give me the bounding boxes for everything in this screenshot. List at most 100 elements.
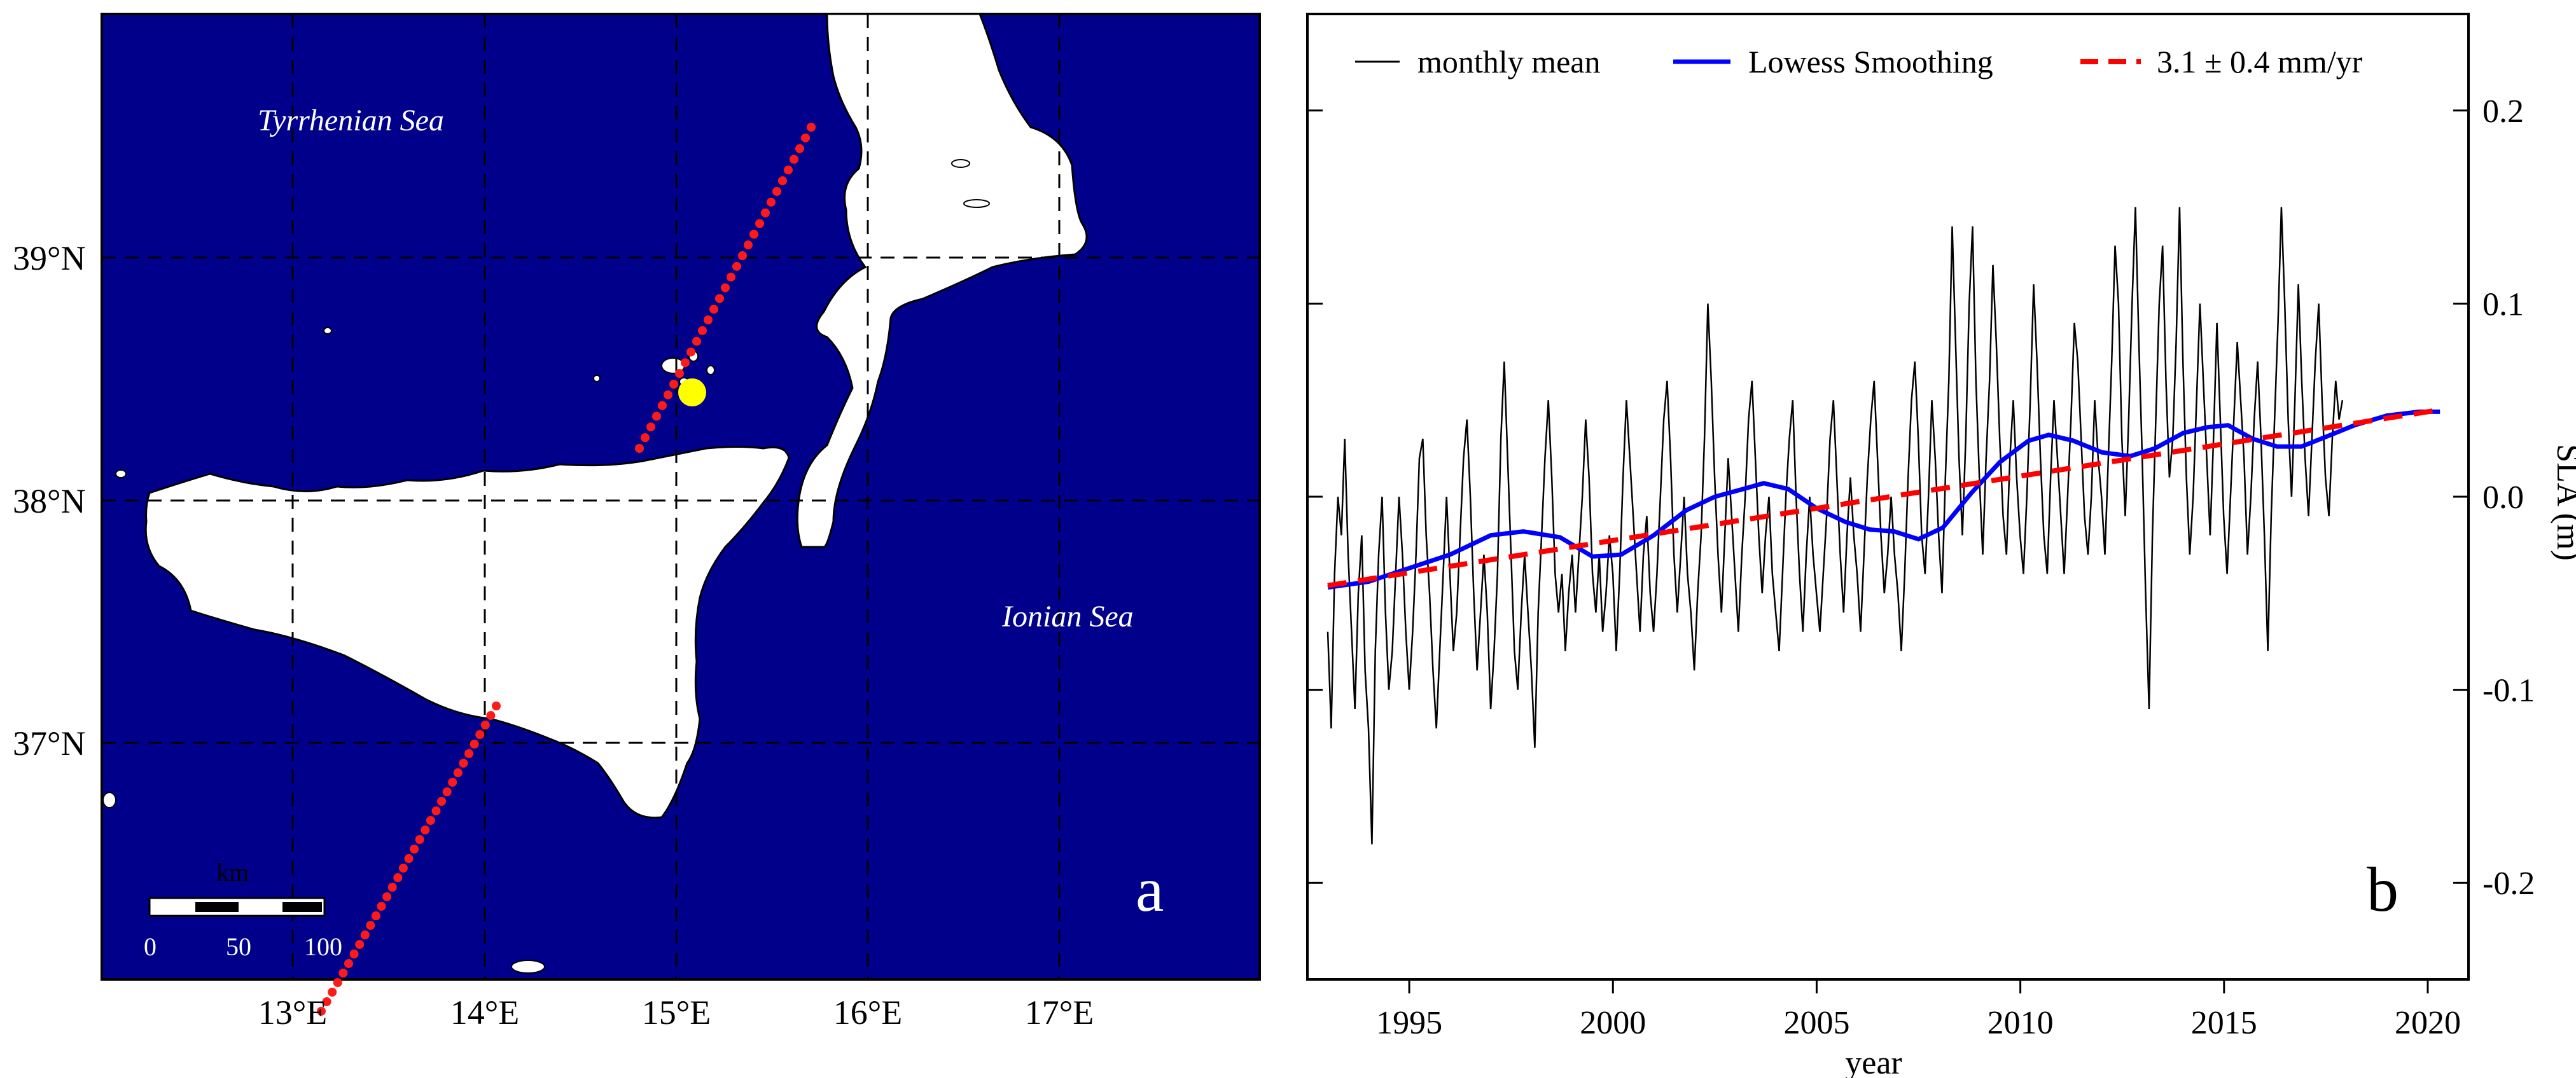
track-point: [675, 369, 684, 378]
legend: monthly mean Lowess Smoothing 3.1 ± 0.4 …: [1355, 44, 2363, 79]
lon-label-14: 14°E: [450, 993, 520, 1032]
y-tick-label: -0.1: [2482, 673, 2535, 709]
track-point: [807, 123, 816, 132]
y-tick-label: 0.1: [2482, 286, 2524, 322]
track-point: [704, 315, 713, 324]
x-tick-label: 2010: [1988, 1005, 2054, 1041]
legend-label-monthly-mean: monthly mean: [1417, 44, 1600, 79]
y-tick-label: 0.0: [2482, 480, 2524, 516]
track-point: [398, 864, 408, 873]
scale-tick-100: 100: [304, 932, 342, 961]
island: [102, 792, 116, 808]
track-point: [344, 959, 353, 968]
station-marker: [678, 378, 706, 406]
track-point: [377, 902, 386, 911]
y-tick-label: 0.2: [2482, 93, 2524, 130]
track-point: [421, 826, 430, 834]
track-point: [761, 208, 770, 218]
track-point: [393, 873, 403, 882]
island: [951, 159, 970, 168]
track-point: [415, 835, 424, 844]
track-point: [784, 165, 793, 175]
sea-label-ionian: Ionian Sea: [1001, 600, 1134, 633]
track-point: [795, 144, 804, 153]
x-tick-label: 2015: [2191, 1005, 2257, 1041]
track-point: [371, 911, 380, 920]
lon-label-17: 17°E: [1025, 993, 1094, 1032]
track-point: [470, 740, 479, 749]
track-point: [641, 433, 650, 443]
x-axis: 1995 2000 2005 2010 2015 2020: [1376, 979, 2461, 1041]
island: [963, 199, 990, 208]
track-point: [431, 806, 441, 815]
y-axis-label: SLA (m): [2550, 444, 2576, 560]
track-point: [772, 187, 781, 196]
track-point: [732, 261, 741, 271]
track-point: [322, 997, 331, 1006]
track-point: [492, 701, 501, 710]
track-point: [328, 988, 337, 997]
series-monthly-mean: [1326, 207, 2344, 845]
track-point: [681, 358, 690, 368]
track-point: [382, 892, 392, 901]
panel-letter-b: b: [2367, 854, 2398, 925]
track-point: [664, 390, 672, 399]
track-point: [453, 768, 463, 777]
track-point: [480, 721, 490, 729]
island: [706, 365, 715, 375]
lon-label-16: 16°E: [833, 993, 903, 1032]
track-point: [767, 197, 776, 207]
lat-label-38: 38°N: [13, 482, 86, 520]
graticule: [102, 14, 1260, 979]
track-point: [486, 711, 496, 720]
track-point: [755, 219, 764, 228]
track-point: [721, 283, 730, 293]
map-panel: Tyrrhenian Sea Ionian Sea a km 0 50 100 …: [13, 13, 1261, 1032]
island: [115, 469, 127, 478]
track-point: [698, 326, 707, 335]
island: [593, 375, 601, 382]
x-tick-label: 2005: [1783, 1005, 1849, 1041]
lat-label-37: 37°N: [13, 724, 86, 763]
track-point: [459, 759, 468, 768]
track-point: [738, 251, 747, 260]
track-point: [744, 240, 753, 250]
track-point: [366, 921, 375, 930]
track-point: [692, 336, 701, 346]
sea-label-tyrrhenian: Tyrrhenian Sea: [258, 104, 444, 137]
track-point: [333, 978, 342, 987]
track-point: [715, 294, 724, 303]
track-point: [749, 230, 758, 239]
track-point: [635, 444, 644, 453]
track-point: [349, 950, 359, 958]
scale-unit: km: [216, 858, 249, 887]
island: [511, 960, 545, 974]
lat-label-39: 39°N: [13, 239, 86, 277]
track-point: [727, 272, 735, 282]
track-point: [658, 401, 667, 410]
track-point: [790, 155, 798, 164]
legend-label-trend: 3.1 ± 0.4 mm/yr: [2157, 44, 2363, 79]
track-point: [317, 1007, 326, 1016]
x-axis-label: year: [1845, 1045, 1902, 1078]
track-point: [448, 778, 457, 787]
track-point: [404, 854, 414, 863]
track-point: [442, 787, 452, 796]
track-point: [646, 422, 655, 432]
track-point: [437, 797, 447, 806]
track-point: [338, 969, 348, 978]
x-tick-label: 2020: [2395, 1005, 2461, 1041]
scale-tick-0: 0: [144, 932, 157, 961]
sicily-landmass: [144, 446, 790, 819]
satellite-track: [317, 123, 816, 1016]
track-point: [360, 930, 370, 939]
chart-panel: 1995 2000 2005 2010 2015 2020 0.2 0.1 0.0 -0.1 -0…: [1306, 13, 2576, 1078]
scale-tick-50: 50: [226, 932, 251, 961]
track-point: [464, 749, 474, 758]
calabria-landmass: [796, 13, 1088, 548]
track-point: [652, 411, 661, 421]
legend-label-lowess: Lowess Smoothing: [1748, 44, 1993, 79]
track-point: [475, 730, 485, 739]
plot-series: [1326, 207, 2440, 845]
